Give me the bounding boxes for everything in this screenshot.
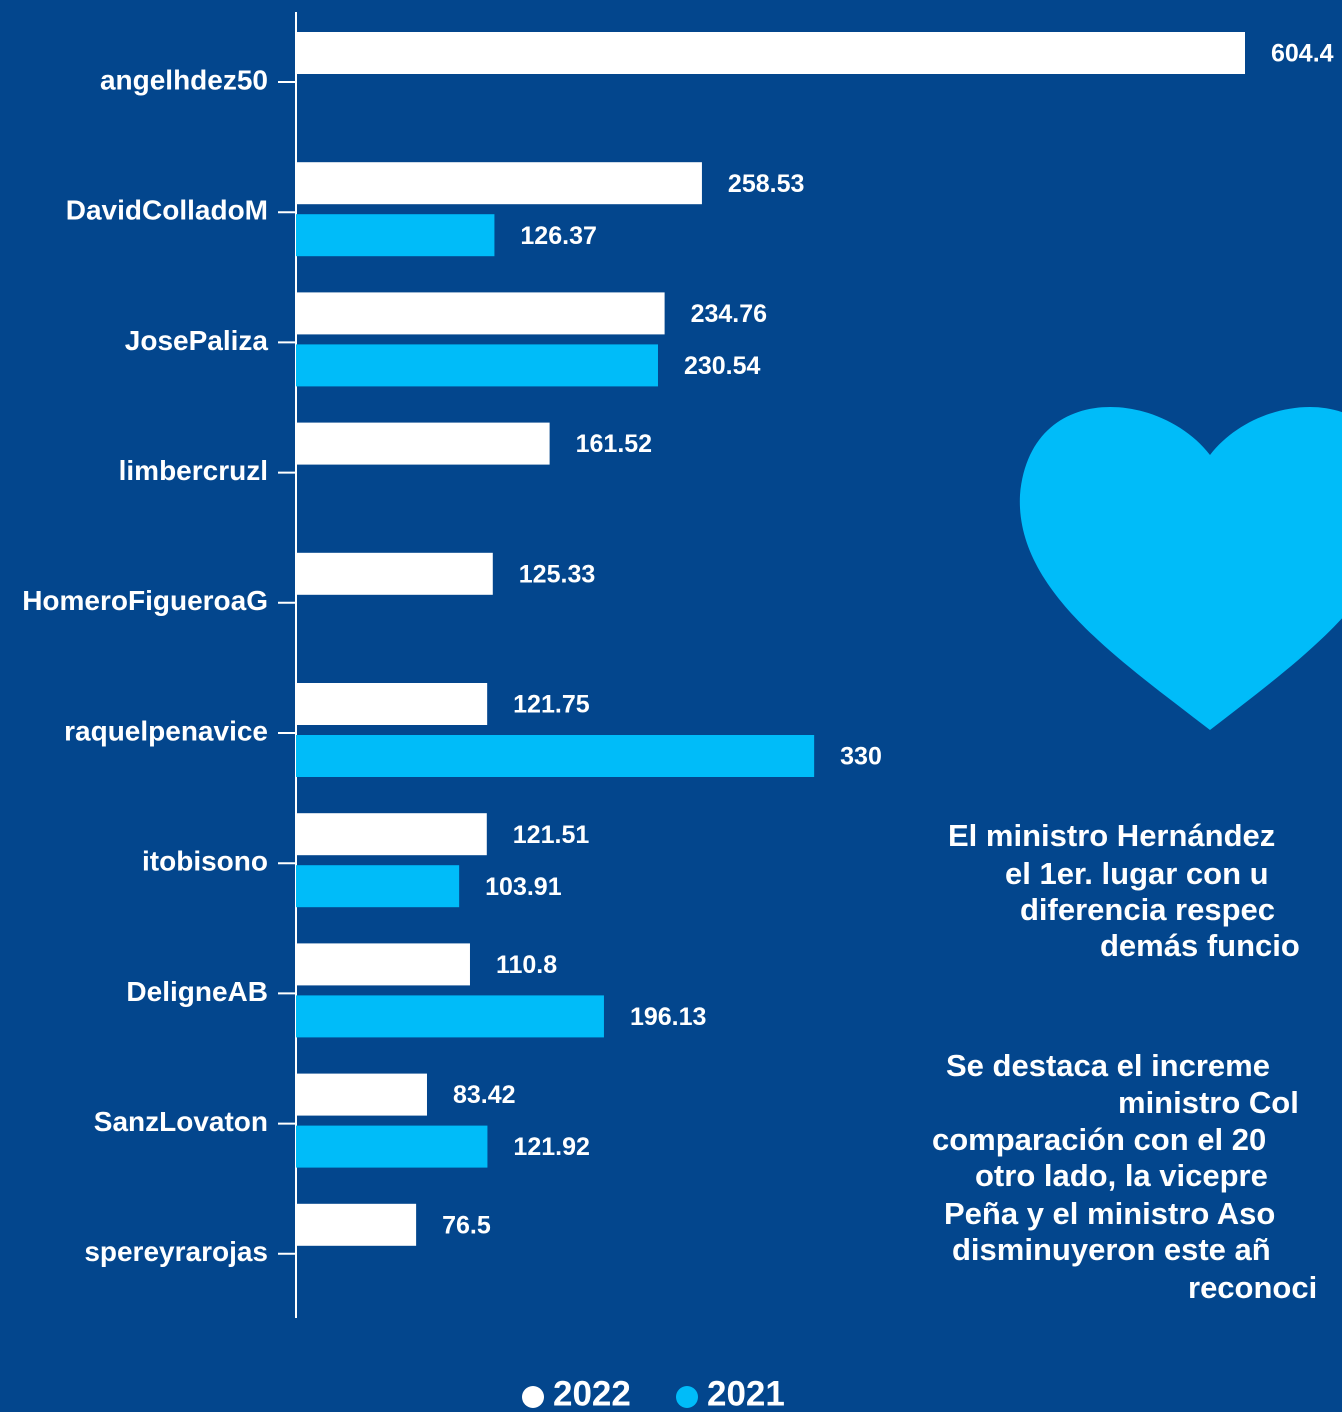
- value-label: 110.8: [496, 951, 557, 979]
- annotation-line: Peña y el ministro Aso: [944, 1196, 1275, 1231]
- value-label: 126.37: [520, 222, 596, 250]
- bar: [296, 1203, 417, 1246]
- value-label: 234.76: [691, 300, 767, 328]
- value-label: 125.33: [519, 560, 595, 588]
- category-label: DeligneAB: [126, 976, 268, 1007]
- category-label: JosePaliza: [125, 325, 269, 356]
- legend-label: 2021: [707, 1374, 785, 1412]
- bar: [296, 943, 470, 986]
- bar: [296, 344, 658, 387]
- value-label: 330: [840, 743, 882, 771]
- category-label: itobisono: [142, 846, 268, 877]
- category-label: SanzLovaton: [94, 1106, 268, 1137]
- value-label: 121.51: [513, 821, 590, 849]
- annotation-line: disminuyeron este añ: [952, 1232, 1271, 1267]
- annotation-line: diferencia respec: [1020, 892, 1275, 927]
- annotation-line: El ministro Hernández: [948, 818, 1275, 853]
- bar: [296, 1125, 488, 1168]
- value-label: 103.91: [485, 873, 562, 901]
- bar: [296, 32, 1245, 74]
- value-label: 230.54: [684, 352, 761, 380]
- bar: [296, 1073, 427, 1116]
- bar: [296, 995, 604, 1038]
- value-label: 604.4: [1271, 40, 1334, 68]
- annotation-line: comparación con el 20: [932, 1122, 1266, 1157]
- annotation-line: ministro Col: [1118, 1085, 1299, 1120]
- bar: [296, 813, 487, 856]
- category-label: angelhdez50: [100, 64, 268, 95]
- annotation-line: Se destaca el increme: [946, 1048, 1270, 1083]
- annotation-line: el 1er. lugar con u: [1005, 856, 1269, 891]
- annotation-line: otro lado, la vicepre: [975, 1158, 1268, 1193]
- legend-label: 2022: [553, 1374, 631, 1412]
- value-label: 196.13: [630, 1003, 706, 1031]
- value-label: 76.5: [442, 1211, 491, 1239]
- category-label: DavidColladoM: [66, 195, 268, 226]
- bar: [296, 683, 488, 725]
- value-label: 258.53: [728, 170, 804, 198]
- bar: [296, 422, 550, 465]
- bar: [296, 292, 665, 335]
- annotation-line: reconoci: [1188, 1270, 1317, 1305]
- category-label: HomeroFigueroaG: [22, 585, 268, 616]
- annotation-line: demás funcio: [1100, 928, 1300, 963]
- category-label: limbercruzl: [119, 455, 268, 486]
- bar: [296, 214, 495, 257]
- category-label: raquelpenavice: [64, 715, 268, 746]
- value-label: 83.42: [453, 1081, 516, 1109]
- legend-marker: [676, 1386, 698, 1408]
- value-label: 121.92: [513, 1133, 589, 1161]
- bar: [296, 552, 493, 595]
- value-label: 161.52: [576, 430, 652, 458]
- category-label: spereyrarojas: [84, 1236, 268, 1267]
- bar: [296, 735, 815, 777]
- legend-marker: [522, 1386, 544, 1408]
- value-label: 121.75: [513, 691, 590, 719]
- bar: [296, 162, 702, 205]
- bar: [296, 865, 460, 908]
- heart-icon: [1019, 407, 1342, 730]
